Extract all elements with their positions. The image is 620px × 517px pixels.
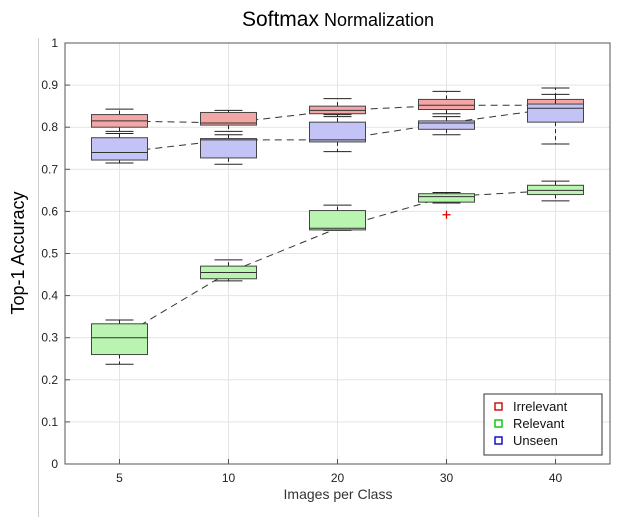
y-axis-ticks: 0 0.1 0.2 0.3 0.4 0.5 0.6 0.7 0.8 0.9 1 xyxy=(41,36,70,471)
box-body xyxy=(91,137,148,161)
box-body xyxy=(200,138,257,159)
legend: Irrelevant Relevant Unseen xyxy=(483,393,603,456)
y-tick-label: 0.7 xyxy=(41,162,58,176)
box-body xyxy=(418,193,475,203)
outlier-marker xyxy=(442,210,451,219)
box-body xyxy=(91,323,148,356)
box-group xyxy=(91,87,584,365)
box-body xyxy=(309,210,366,231)
y-tick-label: 1 xyxy=(51,36,58,50)
chart-title-sub: Normalization xyxy=(324,10,434,30)
box-body xyxy=(309,121,366,143)
box-relevant-10 xyxy=(200,259,257,282)
box-unseen-20 xyxy=(309,114,366,153)
chart-title: Softmax Normalization xyxy=(242,8,434,31)
legend-label-irrelevant: Irrelevant xyxy=(513,399,568,414)
x-axis-ticks: 5 10 20 30 40 xyxy=(116,459,562,485)
box-unseen-30 xyxy=(418,116,475,136)
x-tick-label: 5 xyxy=(116,471,123,485)
box-irrelevant-20 xyxy=(309,98,366,118)
y-tick-label: 0.8 xyxy=(41,120,58,134)
chart-title-main: Softmax xyxy=(242,8,320,31)
y-tick-label: 0.2 xyxy=(41,373,58,387)
box-unseen-10 xyxy=(200,134,257,165)
y-tick-label: 0 xyxy=(51,457,58,471)
y-axis-label: Top-1 Accuracy xyxy=(8,191,28,314)
legend-label-relevant: Relevant xyxy=(513,416,565,431)
x-tick-label: 20 xyxy=(331,471,345,485)
box-relevant-40 xyxy=(527,180,584,202)
box-irrelevant-10 xyxy=(200,109,257,132)
legend-swatch-irrelevant xyxy=(494,402,503,411)
box-relevant-20 xyxy=(309,204,366,231)
box-body xyxy=(200,111,257,126)
x-tick-label: 10 xyxy=(222,471,236,485)
box-irrelevant-5 xyxy=(91,108,148,135)
y-tick-label: 0.1 xyxy=(41,415,58,429)
box-body xyxy=(418,120,475,130)
x-tick-label: 30 xyxy=(440,471,454,485)
y-tick-label: 0.4 xyxy=(41,289,58,303)
legend-label-unseen: Unseen xyxy=(513,433,558,448)
legend-swatch-unseen xyxy=(494,436,503,445)
y-tick-label: 0.9 xyxy=(41,78,58,92)
legend-swatch-relevant xyxy=(494,419,503,428)
legend-box xyxy=(483,393,603,456)
x-tick-label: 40 xyxy=(549,471,563,485)
y-tick-label: 0.5 xyxy=(41,247,58,261)
box-irrelevant-30 xyxy=(418,90,475,115)
box-relevant-30 xyxy=(418,191,475,219)
box-body xyxy=(527,103,584,123)
y-tick-label: 0.3 xyxy=(41,331,58,345)
box-body xyxy=(418,98,475,111)
box-relevant-5 xyxy=(91,319,148,365)
x-axis-label: Images per Class xyxy=(284,486,393,502)
box-unseen-5 xyxy=(91,130,148,164)
box-unseen-40 xyxy=(527,87,584,145)
y-tick-label: 0.6 xyxy=(41,204,58,218)
